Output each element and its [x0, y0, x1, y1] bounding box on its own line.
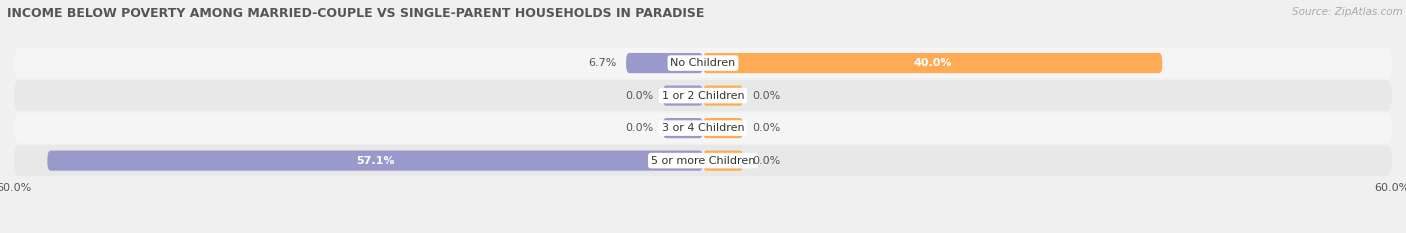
Text: 5 or more Children: 5 or more Children	[651, 156, 755, 166]
FancyBboxPatch shape	[703, 118, 744, 138]
FancyBboxPatch shape	[662, 86, 703, 106]
FancyBboxPatch shape	[703, 151, 744, 171]
Text: Source: ZipAtlas.com: Source: ZipAtlas.com	[1292, 7, 1403, 17]
FancyBboxPatch shape	[14, 48, 1392, 79]
Text: 57.1%: 57.1%	[356, 156, 395, 166]
FancyBboxPatch shape	[14, 145, 1392, 176]
Text: 0.0%: 0.0%	[752, 156, 780, 166]
FancyBboxPatch shape	[626, 53, 703, 73]
Text: 1 or 2 Children: 1 or 2 Children	[662, 91, 744, 101]
FancyBboxPatch shape	[703, 86, 744, 106]
Text: 3 or 4 Children: 3 or 4 Children	[662, 123, 744, 133]
FancyBboxPatch shape	[14, 80, 1392, 111]
Text: 40.0%: 40.0%	[914, 58, 952, 68]
FancyBboxPatch shape	[703, 53, 1163, 73]
Text: 0.0%: 0.0%	[626, 123, 654, 133]
FancyBboxPatch shape	[14, 113, 1392, 144]
Text: No Children: No Children	[671, 58, 735, 68]
Text: 0.0%: 0.0%	[626, 91, 654, 101]
Text: 0.0%: 0.0%	[752, 91, 780, 101]
Text: 6.7%: 6.7%	[589, 58, 617, 68]
FancyBboxPatch shape	[48, 151, 703, 171]
FancyBboxPatch shape	[662, 118, 703, 138]
Text: INCOME BELOW POVERTY AMONG MARRIED-COUPLE VS SINGLE-PARENT HOUSEHOLDS IN PARADIS: INCOME BELOW POVERTY AMONG MARRIED-COUPL…	[7, 7, 704, 20]
Text: 0.0%: 0.0%	[752, 123, 780, 133]
